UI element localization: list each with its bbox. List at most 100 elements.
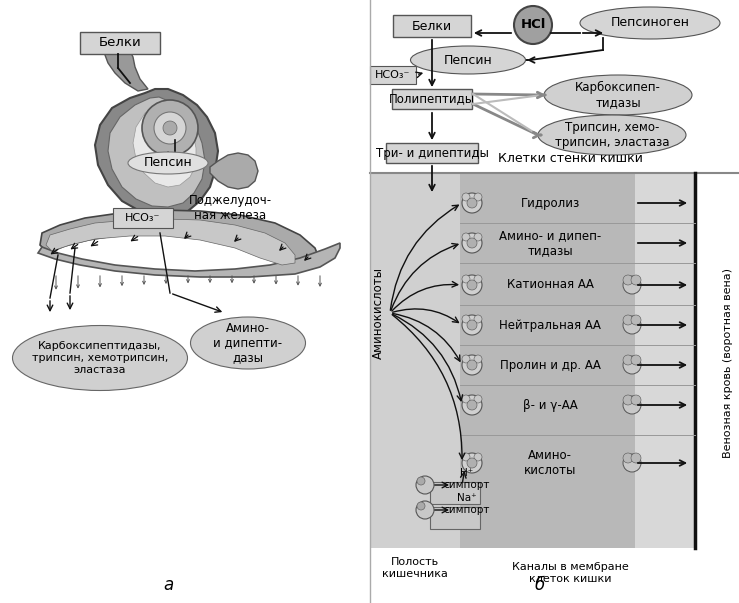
Circle shape: [462, 193, 482, 213]
Circle shape: [462, 193, 470, 201]
Circle shape: [163, 121, 177, 135]
Circle shape: [631, 453, 641, 463]
Text: Амино-
кислоты: Амино- кислоты: [524, 449, 576, 477]
Circle shape: [631, 315, 641, 325]
Circle shape: [467, 238, 477, 248]
Circle shape: [623, 453, 633, 463]
Text: а: а: [163, 576, 173, 594]
Text: Полипептиды: Полипептиды: [389, 92, 475, 106]
Polygon shape: [95, 89, 218, 215]
Text: β- и γ-АА: β- и γ-АА: [522, 399, 577, 411]
Polygon shape: [133, 105, 196, 187]
Circle shape: [462, 395, 470, 403]
FancyBboxPatch shape: [392, 89, 472, 109]
Circle shape: [462, 315, 470, 323]
Text: Пролин и др. АА: Пролин и др. АА: [500, 359, 601, 371]
Circle shape: [467, 280, 477, 290]
Circle shape: [467, 400, 477, 410]
Circle shape: [462, 395, 482, 415]
Circle shape: [474, 453, 482, 461]
Text: Пепсин: Пепсин: [143, 157, 192, 169]
Circle shape: [416, 476, 434, 494]
Circle shape: [462, 453, 482, 473]
Text: Катионная АА: Катионная АА: [506, 279, 593, 291]
FancyBboxPatch shape: [430, 507, 480, 529]
Text: Венозная кровь (воротная вена): Венозная кровь (воротная вена): [723, 268, 733, 458]
Circle shape: [467, 458, 477, 468]
Circle shape: [623, 396, 641, 414]
FancyBboxPatch shape: [80, 32, 160, 54]
Circle shape: [467, 360, 477, 370]
Circle shape: [631, 355, 641, 365]
Text: Белки: Белки: [98, 37, 141, 49]
Polygon shape: [105, 43, 148, 91]
Text: Три- и дипептиды: Три- и дипептиды: [375, 147, 488, 160]
Circle shape: [631, 395, 641, 405]
Circle shape: [462, 275, 482, 295]
Circle shape: [623, 395, 633, 405]
Text: Амино- и дипеп-
тидазы: Амино- и дипеп- тидазы: [499, 229, 601, 257]
Text: HCl: HCl: [520, 19, 545, 31]
Circle shape: [623, 316, 641, 334]
Text: Белки: Белки: [412, 19, 452, 33]
Ellipse shape: [128, 152, 208, 174]
Circle shape: [514, 6, 552, 44]
Circle shape: [623, 276, 641, 294]
Circle shape: [154, 112, 186, 144]
Text: Аминокислоты: Аминокислоты: [372, 267, 384, 359]
FancyBboxPatch shape: [370, 173, 665, 548]
Text: Поджелудоч-
ная железа: Поджелудоч- ная железа: [188, 194, 271, 222]
Circle shape: [474, 233, 482, 241]
Text: Гидролиз: Гидролиз: [520, 197, 579, 209]
Polygon shape: [46, 219, 295, 265]
Text: Полость
кишечника: Полость кишечника: [382, 557, 448, 579]
Ellipse shape: [580, 7, 720, 39]
Text: Пепсин: Пепсин: [443, 54, 492, 66]
Circle shape: [623, 454, 641, 472]
Polygon shape: [108, 97, 205, 207]
Ellipse shape: [13, 326, 188, 391]
Circle shape: [462, 315, 482, 335]
Circle shape: [474, 355, 482, 363]
Circle shape: [623, 315, 633, 325]
Circle shape: [462, 453, 470, 461]
Circle shape: [474, 315, 482, 323]
Circle shape: [462, 275, 470, 283]
Ellipse shape: [544, 75, 692, 115]
Ellipse shape: [191, 317, 305, 369]
Circle shape: [467, 198, 477, 208]
Text: НСО₃⁻: НСО₃⁻: [375, 70, 411, 80]
FancyBboxPatch shape: [460, 173, 635, 548]
Circle shape: [462, 233, 482, 253]
Circle shape: [142, 100, 198, 156]
Text: Каналы в мембране
клеток кишки: Каналы в мембране клеток кишки: [511, 562, 628, 584]
Text: Нейтральная АА: Нейтральная АА: [499, 318, 601, 332]
Ellipse shape: [538, 115, 686, 155]
Polygon shape: [38, 243, 340, 277]
Text: б: б: [535, 576, 545, 594]
FancyBboxPatch shape: [393, 15, 471, 37]
Circle shape: [467, 320, 477, 330]
Circle shape: [474, 395, 482, 403]
Circle shape: [623, 275, 633, 285]
Circle shape: [462, 355, 470, 363]
Text: Карбоксипеп-
тидазы: Карбоксипеп- тидазы: [575, 81, 661, 109]
Text: Клетки стенки кишки: Клетки стенки кишки: [497, 151, 642, 165]
Circle shape: [462, 233, 470, 241]
Circle shape: [417, 477, 425, 485]
Polygon shape: [210, 153, 258, 189]
Text: Трипсин, хемо-
трипсин, эластаза: Трипсин, хемо- трипсин, эластаза: [555, 121, 670, 149]
FancyBboxPatch shape: [113, 208, 173, 228]
Circle shape: [417, 502, 425, 510]
Circle shape: [474, 193, 482, 201]
Circle shape: [416, 501, 434, 519]
Text: Na⁺
симпорт: Na⁺ симпорт: [444, 493, 490, 515]
Circle shape: [623, 356, 641, 374]
FancyBboxPatch shape: [386, 143, 478, 163]
FancyBboxPatch shape: [430, 482, 480, 504]
Ellipse shape: [410, 46, 525, 74]
Circle shape: [462, 355, 482, 375]
Text: H⁺
симпорт: H⁺ симпорт: [444, 468, 490, 490]
Text: Карбоксипептидазы,
трипсин, хемотрипсин,
эластаза: Карбоксипептидазы, трипсин, хемотрипсин,…: [32, 341, 168, 374]
Text: Амино-
и дипепти-
дазы: Амино- и дипепти- дазы: [214, 321, 282, 364]
